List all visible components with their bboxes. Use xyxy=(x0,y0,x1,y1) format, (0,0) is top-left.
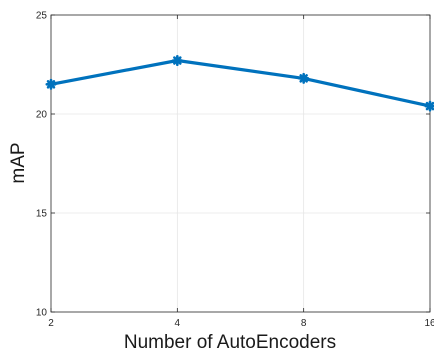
y-tick-label: 20 xyxy=(36,110,48,121)
x-tick-label: 4 xyxy=(175,318,181,329)
plot-background xyxy=(51,15,430,312)
data-point-marker xyxy=(424,100,434,112)
x-axis-label: Number of AutoEncoders xyxy=(124,332,336,353)
y-axis-label: mAP xyxy=(8,142,29,183)
plot-frame xyxy=(50,14,431,313)
series-line xyxy=(49,58,432,108)
data-point-marker xyxy=(171,55,183,67)
y-tick-label: 10 xyxy=(36,308,48,319)
data-point-marker xyxy=(298,72,310,84)
data-point-marker xyxy=(45,78,57,90)
x-tick-label: 16 xyxy=(424,318,434,329)
axis-ticks xyxy=(50,14,431,313)
x-tick-label: 2 xyxy=(48,318,54,329)
series xyxy=(45,55,434,112)
x-tick-label: 8 xyxy=(301,318,307,329)
y-tick-labels: 10 15 20 25 xyxy=(36,11,48,319)
y-tick-label: 25 xyxy=(36,11,48,22)
y-tick-label: 15 xyxy=(36,209,48,220)
x-tick-labels: 2 4 8 16 xyxy=(48,318,434,329)
grid xyxy=(51,15,430,312)
